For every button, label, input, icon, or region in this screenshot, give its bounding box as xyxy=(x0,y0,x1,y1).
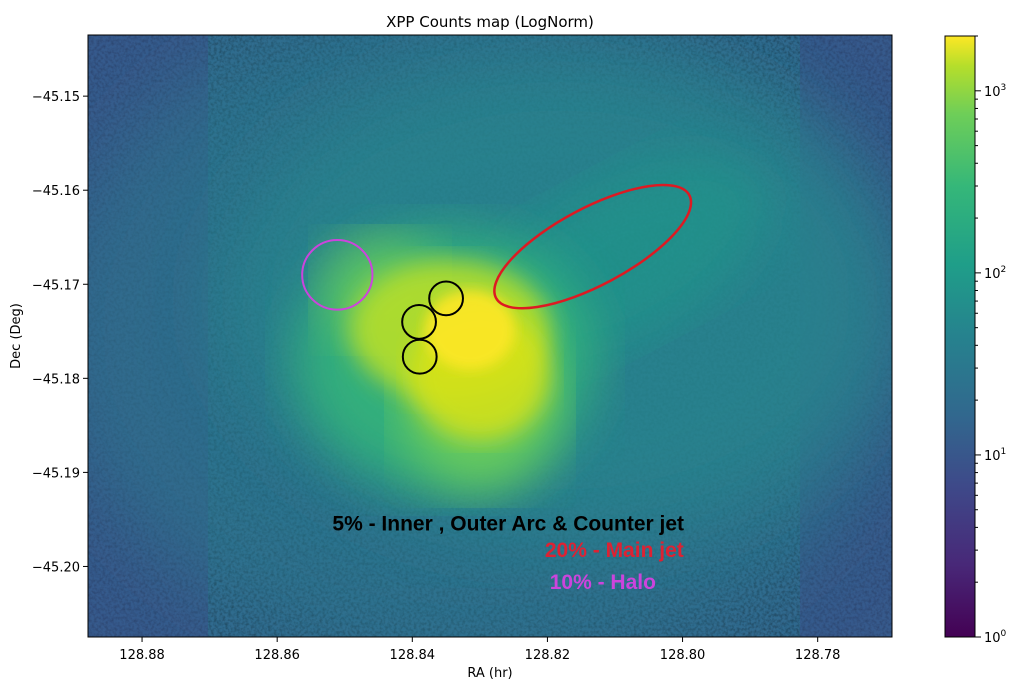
colorbar-tick-exponent: 3 xyxy=(1001,83,1007,93)
colorbar-tick-base: 10 xyxy=(984,449,1001,464)
y-axis: −45.15 −45.16 −45.17 −45.18 −45.19 −45.20 xyxy=(32,90,88,575)
annotation-text: 5% - Inner , Outer Arc & Counter jet xyxy=(332,513,684,536)
colorbar-tick-label: 103 xyxy=(984,83,1006,100)
x-tick-label: 128.82 xyxy=(525,648,571,663)
colorbar-tick-label: 101 xyxy=(984,447,1006,464)
y-tick-label: −45.19 xyxy=(32,466,80,481)
y-tick-label: −45.20 xyxy=(32,560,80,575)
colorbar-tick-exponent: 2 xyxy=(1001,265,1007,275)
region-overlays xyxy=(301,183,693,375)
y-tick-label: −45.17 xyxy=(32,278,80,293)
plot-frame xyxy=(87,34,893,638)
y-tick-label: −45.15 xyxy=(32,90,80,105)
x-tick-label: 128.78 xyxy=(795,648,841,663)
y-tick-label: −45.16 xyxy=(32,184,80,199)
counts-image xyxy=(88,35,892,637)
x-tick-label: 128.84 xyxy=(390,648,436,663)
colorbar xyxy=(944,35,976,638)
region-halo xyxy=(301,239,374,311)
colorbar-tick-base: 10 xyxy=(984,631,1001,646)
x-axis-label: RA (hr) xyxy=(467,666,512,681)
colorbar-tick-label: 100 xyxy=(984,629,1007,646)
y-tick-label: −45.18 xyxy=(32,372,80,387)
x-tick-label: 128.80 xyxy=(660,648,706,663)
region-counter-jet xyxy=(401,338,438,375)
y-axis-label: Dec (Deg) xyxy=(9,303,24,369)
x-tick-label: 128.88 xyxy=(119,648,165,663)
colorbar-tick-exponent: 1 xyxy=(1001,447,1007,457)
colorbar-tick-base: 10 xyxy=(984,85,1001,100)
chart-title: XPP Counts map (LogNorm) xyxy=(386,13,594,31)
annotation-text: 20% - Main jet xyxy=(545,539,684,562)
region-outer-arc xyxy=(428,280,464,317)
colorbar-tick-exponent: 0 xyxy=(1001,629,1007,639)
x-tick-label: 128.86 xyxy=(254,648,300,663)
x-axis: 128.88 128.86 128.84 128.82 128.80 128.78 xyxy=(119,637,840,663)
colorbar-tick-label: 102 xyxy=(984,265,1006,282)
region-main-jet xyxy=(493,183,693,310)
annotations: 5% - Inner , Outer Arc & Counter jet 20% … xyxy=(332,513,684,594)
colorbar-tick-base: 10 xyxy=(984,267,1001,282)
annotation-text: 10% - Halo xyxy=(550,571,656,594)
